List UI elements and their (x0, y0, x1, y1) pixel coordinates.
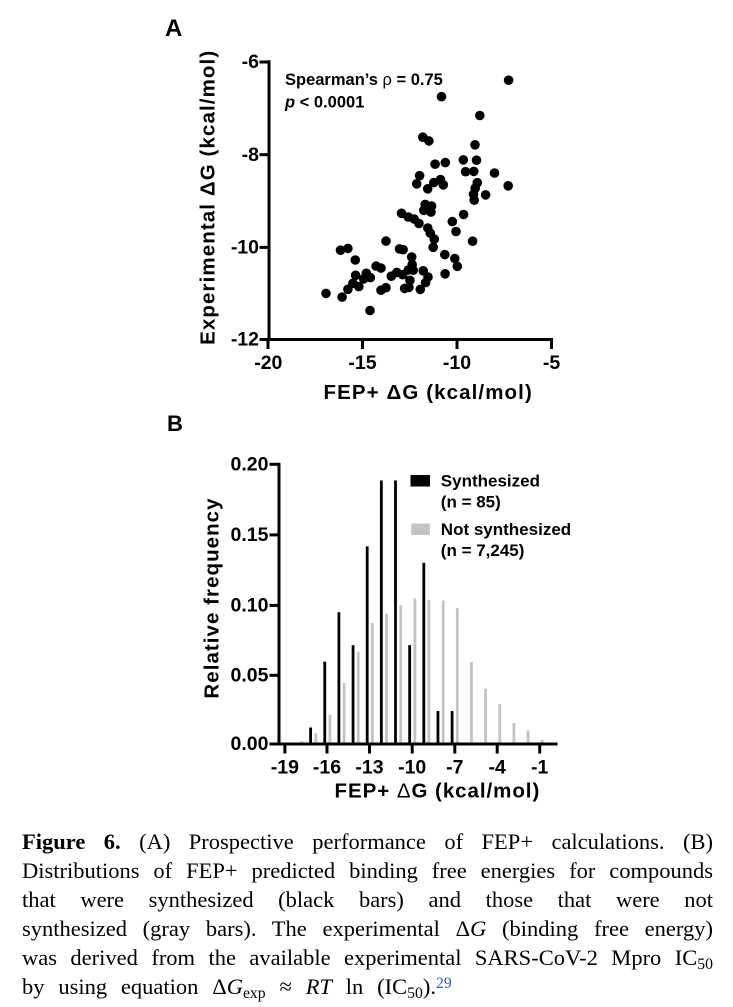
svg-text:-7: -7 (446, 757, 463, 779)
svg-text:B: B (167, 411, 183, 436)
svg-text:Not synthesized: Not synthesized (441, 520, 571, 539)
svg-text:Spearman’s ρ = 0.75: Spearman’s ρ = 0.75 (285, 71, 443, 89)
svg-text:0.20: 0.20 (231, 454, 269, 476)
svg-text:Relative frequency: Relative frequency (201, 497, 224, 698)
svg-text:-12: -12 (231, 329, 259, 351)
svg-text:0.10: 0.10 (231, 595, 269, 617)
svg-text:-8: -8 (242, 144, 259, 166)
svg-text:FEP+ ΔG (kcal/mol): FEP+ ΔG (kcal/mol) (335, 780, 541, 803)
svg-text:Experimental ΔG (kcal/mol): Experimental ΔG (kcal/mol) (197, 50, 220, 345)
svg-text:-6: -6 (242, 51, 259, 73)
svg-text:-20: -20 (254, 352, 282, 374)
svg-text:Synthesized: Synthesized (441, 471, 540, 490)
svg-text:-10: -10 (231, 237, 259, 259)
svg-text:0.05: 0.05 (231, 665, 269, 687)
svg-text:A: A (165, 15, 182, 42)
svg-text:-15: -15 (348, 352, 376, 374)
svg-text:(n = 85): (n = 85) (441, 493, 501, 512)
svg-text:-19: -19 (271, 757, 299, 779)
svg-text:(n = 7,245): (n = 7,245) (441, 541, 525, 560)
svg-text:-16: -16 (313, 757, 341, 779)
svg-text:-10: -10 (398, 757, 426, 779)
svg-text:-13: -13 (355, 757, 383, 779)
svg-text:0.00: 0.00 (231, 733, 269, 755)
svg-text:-4: -4 (489, 757, 506, 779)
svg-text:FEP+ ΔG (kcal/mol): FEP+ ΔG (kcal/mol) (323, 381, 532, 404)
svg-text:p < 0.0001: p < 0.0001 (284, 94, 364, 112)
svg-text:0.15: 0.15 (231, 524, 269, 546)
svg-text:-10: -10 (443, 352, 471, 374)
svg-text:-1: -1 (531, 757, 548, 779)
svg-text:-5: -5 (543, 352, 560, 374)
